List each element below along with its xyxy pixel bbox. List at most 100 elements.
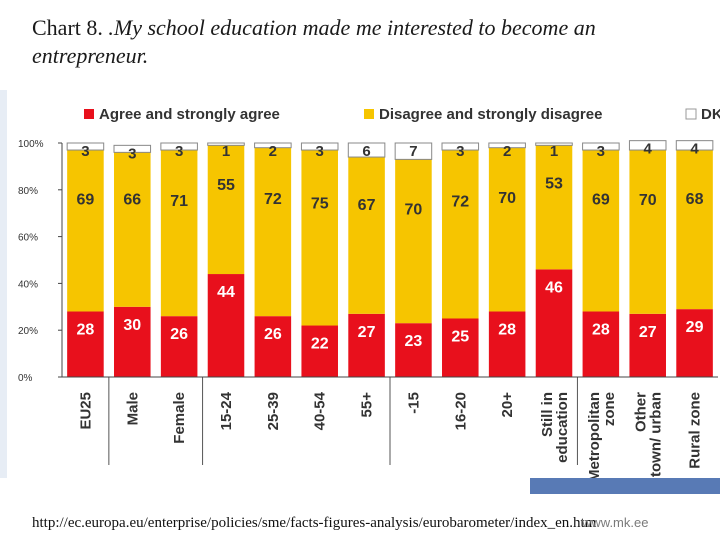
legend-swatch: [685, 108, 697, 120]
bar-segment: [442, 318, 479, 377]
x-tick-label: Still in: [539, 392, 556, 437]
x-tick-label: EU25: [77, 392, 94, 430]
data-label: 70: [498, 190, 516, 207]
data-label: 2: [503, 143, 511, 160]
bar-segment: [347, 142, 386, 158]
data-label: 26: [264, 326, 282, 343]
x-tick-label: Rural zone: [687, 392, 704, 469]
x-tick-label: Male: [124, 392, 141, 425]
data-label: 1: [550, 143, 558, 160]
data-label: 27: [639, 324, 657, 341]
data-label: 71: [170, 193, 188, 210]
bar-segment: [628, 140, 667, 151]
data-label: 6: [362, 143, 370, 160]
bar-segment: [488, 311, 526, 377]
y-tick-label: 80%: [18, 186, 38, 197]
data-label: 3: [128, 145, 136, 162]
bar-segment: [676, 309, 713, 377]
bar-segment: [207, 145, 245, 275]
x-tick-label: 25-39: [265, 392, 282, 430]
footer-decoration-bar: [530, 478, 720, 494]
bar-segment: [160, 142, 198, 151]
bar-segment: [113, 144, 152, 153]
data-label: 7: [409, 143, 417, 160]
y-tick-label: 0%: [18, 373, 33, 384]
x-tick-label: Metropolitan: [586, 392, 603, 478]
data-label: 55: [217, 177, 235, 194]
source-url[interactable]: http://ec.europa.eu/enterprise/policies/…: [32, 515, 597, 531]
bar-segment: [629, 313, 666, 377]
bar-segment: [535, 269, 573, 377]
data-label: 44: [217, 284, 235, 301]
bar-segment: [442, 150, 479, 319]
bar-segment: [488, 147, 526, 312]
data-label: 28: [77, 321, 95, 338]
data-label: 69: [592, 191, 610, 208]
bar-segment: [535, 145, 573, 270]
bar-segment: [348, 313, 385, 377]
y-tick-label: 20%: [18, 326, 38, 337]
y-tick-label: 60%: [18, 233, 38, 244]
x-tick-label: 16-20: [452, 392, 469, 430]
bar-segment: [348, 157, 385, 314]
bar-segment: [582, 150, 620, 312]
data-label: 68: [686, 191, 704, 208]
legend-label: DK: [701, 106, 720, 123]
data-label: 70: [639, 192, 657, 209]
x-tick-label: -15: [405, 392, 422, 414]
bar-segment: [254, 316, 292, 377]
x-tick-label: town/ urban: [648, 392, 665, 477]
data-label: 1: [222, 143, 230, 160]
bar-segment: [629, 150, 666, 314]
data-label: 29: [686, 319, 704, 336]
data-label: 30: [123, 317, 141, 334]
x-tick-label: Female: [171, 392, 188, 444]
legend-swatch: [84, 109, 94, 119]
bar-segment: [67, 150, 104, 312]
data-label: 2: [269, 143, 277, 160]
data-label: 26: [170, 326, 188, 343]
data-label: 66: [123, 192, 141, 209]
data-label: 3: [316, 143, 324, 160]
slide-title: Chart 8. .My school education made me in…: [32, 14, 712, 70]
bar-segment: [675, 140, 714, 151]
data-label: 28: [498, 321, 516, 338]
data-label: 25: [451, 329, 469, 346]
data-label: 69: [77, 191, 95, 208]
data-label: 75: [311, 196, 329, 213]
x-tick-label: 55+: [359, 392, 376, 418]
data-label: 3: [456, 143, 464, 160]
x-tick-label: 15-24: [218, 391, 235, 430]
x-tick-label: education: [554, 392, 571, 463]
bar-segment: [114, 152, 151, 307]
bar-segment: [441, 142, 480, 151]
data-label: 22: [311, 336, 329, 353]
bar-segment: [676, 150, 713, 310]
watermark: www.mk.ee: [582, 515, 649, 530]
data-label: 70: [405, 202, 423, 219]
bar-segment: [300, 142, 339, 151]
bar-segment: [394, 142, 433, 160]
bar-segment: [66, 142, 105, 151]
x-tick-label: zone: [601, 392, 618, 426]
stacked-bar-chart: 0% 20% 40% 60% 80% 100% Agree and strongly agr…: [18, 106, 720, 478]
bar-segment: [160, 316, 198, 377]
bar-segment: [395, 323, 432, 377]
legend-label: Agree and strongly agree: [99, 106, 280, 123]
chart-panel: 0% 20% 40% 60% 80% 100% Agree and strongly agr…: [0, 90, 720, 478]
data-label: 23: [405, 333, 423, 350]
bar-segment: [582, 311, 620, 377]
bar-segment: [582, 142, 620, 151]
data-label: 46: [545, 279, 563, 296]
data-label: 28: [592, 321, 610, 338]
data-label: 67: [358, 197, 376, 214]
data-label: 72: [451, 194, 469, 211]
bar-segment: [535, 142, 573, 146]
bar-segment: [207, 274, 245, 377]
title-lead: Chart 8.: [32, 15, 109, 40]
data-label: 3: [597, 143, 605, 160]
bar-segment: [395, 159, 432, 324]
x-tick-label: 40-54: [312, 391, 329, 430]
bar-segment: [488, 142, 526, 149]
bar-segment: [254, 142, 292, 149]
